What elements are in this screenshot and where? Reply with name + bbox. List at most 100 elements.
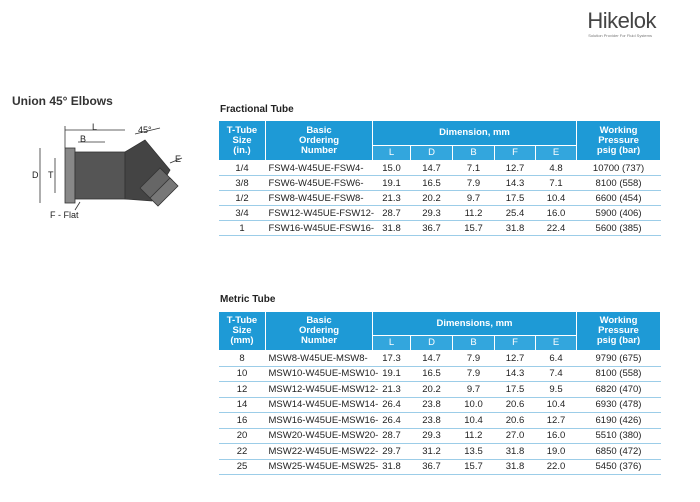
header-cell: Working Pressure psig (bar) <box>576 311 661 351</box>
table-cell: 19.0 <box>535 443 577 460</box>
header-line: psig (bar) <box>596 144 641 156</box>
table-cell: 3/4 <box>218 205 266 221</box>
table-cell: 16.0 <box>535 428 577 444</box>
table-cell: 12 <box>218 381 266 398</box>
header-cell: Working Pressure psig (bar) <box>576 120 662 161</box>
header-line: T-Tube <box>226 315 258 326</box>
header-line: (in.) <box>233 144 251 156</box>
table-cell: MSW10-W45UE-MSW10- <box>265 366 378 382</box>
table-cell: 6600 (454) <box>576 190 661 206</box>
data-row: 25 MSW25-W45UE-MSW25- 31.8 36.7 15.7 31.8 22.0… <box>218 459 661 475</box>
table-cell: 31.8 <box>494 220 536 236</box>
table-cell: 10700 (737) <box>576 160 661 176</box>
table-cell: 27.0 <box>494 428 536 444</box>
dimension-header: F <box>494 145 536 161</box>
table-cell: 25.4 <box>494 205 536 221</box>
table-cell: 16 <box>218 412 266 429</box>
table-cell: 21.3 <box>372 190 411 206</box>
table-cell: FSW6-W45UE-FSW6- <box>265 175 373 191</box>
table-cell: 28.7 <box>372 205 411 221</box>
table-cell: 14.7 <box>410 160 453 176</box>
dimension-header: E <box>535 335 577 351</box>
header-line: Pressure <box>598 134 639 146</box>
table-cell: 5600 (385) <box>576 220 661 236</box>
table-cell: 7.1 <box>452 160 495 176</box>
table-cell: 7.1 <box>535 175 577 191</box>
data-row: 14 MSW14-W45UE-MSW14- 26.4 23.8 10.0 20.6 10.4… <box>218 397 661 413</box>
data-row: 22 MSW22-W45UE-MSW22- 29.7 31.2 13.5 31.8 19.0… <box>218 443 661 460</box>
header-line: psig (bar) <box>596 335 641 346</box>
brand: Hikelok <box>587 8 656 33</box>
header-line: Basic <box>306 124 332 136</box>
table-cell: 31.8 <box>372 220 411 236</box>
header-line: Ordering <box>298 134 340 146</box>
table-cell: 22.4 <box>535 220 577 236</box>
table-cell: 10.4 <box>452 412 495 429</box>
table-cell: 8100 (558) <box>576 366 661 382</box>
header-line: Size <box>232 325 252 336</box>
table-cell: 20 <box>218 428 266 444</box>
dimension-header: F <box>494 335 536 351</box>
header-line: T-Tube <box>226 124 258 136</box>
dimension-header: D <box>410 335 453 351</box>
label-b: B <box>80 134 86 144</box>
table-cell: 23.8 <box>410 397 453 413</box>
label-flat: F - Flat <box>50 210 79 220</box>
table-cell: 31.8 <box>494 443 536 460</box>
table-cell: 5510 (380) <box>576 428 661 444</box>
data-row: 3/8 FSW6-W45UE-FSW6- 19.1 16.5 7.9 14.3 7.1 810… <box>218 175 661 191</box>
data-row: 8 MSW8-W45UE-MSW8- 17.3 14.7 7.9 12.7 6.4 9790 … <box>218 350 661 367</box>
header-cell: Basic Ordering Number <box>265 311 373 351</box>
table-cell: 16.5 <box>410 175 453 191</box>
data-row: 3/4 FSW12-W45UE-FSW12- 28.7 29.3 11.2 25.4 16.… <box>218 205 661 221</box>
table-cell: 31.2 <box>410 443 453 460</box>
table-cell: 12.7 <box>494 160 536 176</box>
table-cell: FSW16-W45UE-FSW16- <box>265 220 374 236</box>
table-cell: 19.1 <box>372 175 411 191</box>
table-cell: 11.2 <box>452 205 495 221</box>
table-title: Fractional Tube <box>220 104 294 115</box>
table-cell: 31.8 <box>372 459 411 475</box>
header-line: Ordering <box>298 325 340 336</box>
table-cell: 15.7 <box>452 220 495 236</box>
table-cell: MSW25-W45UE-MSW25- <box>265 459 378 475</box>
header-line: Number <box>301 335 337 346</box>
table-cell: 12.7 <box>535 412 577 429</box>
header-cell: Dimension, mm <box>371 120 578 146</box>
table-cell: 6820 (470) <box>576 381 661 398</box>
table-cell: 16.5 <box>410 366 453 382</box>
dimension-header: L <box>372 335 411 351</box>
table-cell: 11.2 <box>452 428 495 444</box>
table-cell: 21.3 <box>372 381 411 398</box>
table-cell: 14.7 <box>410 350 453 367</box>
table-cell: 23.8 <box>410 412 453 429</box>
table-cell: 16.0 <box>535 205 577 221</box>
table-cell: FSW12-W45UE-FSW12- <box>265 205 374 221</box>
table-cell: 29.3 <box>410 428 453 444</box>
table-cell: MSW22-W45UE-MSW22- <box>265 443 378 460</box>
table-cell: 14 <box>218 397 266 413</box>
table-cell: FSW4-W45UE-FSW4- <box>265 160 373 176</box>
table-cell: 22.0 <box>535 459 577 475</box>
table-cell: 36.7 <box>410 459 453 475</box>
table-cell: MSW12-W45UE-MSW12- <box>265 381 378 398</box>
data-row: 12 MSW12-W45UE-MSW12- 21.3 20.2 9.7 17.5 9.5 68… <box>218 381 661 398</box>
table-cell: 9790 (675) <box>576 350 661 367</box>
table-cell: 22 <box>218 443 266 460</box>
table-cell: 1 <box>218 220 266 236</box>
table-cell: 12.7 <box>494 350 536 367</box>
table-cell: 10.4 <box>535 190 577 206</box>
table-cell: MSW20-W45UE-MSW20- <box>265 428 378 444</box>
dimension-header: B <box>452 145 495 161</box>
header-cell: T-Tube Size (mm) <box>218 311 266 351</box>
table-cell: 14.3 <box>494 366 536 382</box>
data-row: 20 MSW20-W45UE-MSW20- 28.7 29.3 11.2 27.0 16.0… <box>218 428 661 444</box>
table-cell: 10.4 <box>535 397 577 413</box>
table-cell: MSW16-W45UE-MSW16- <box>265 412 378 429</box>
data-row: 1/4 FSW4-W45UE-FSW4- 15.0 14.7 7.1 12.7 4.8 107… <box>218 160 661 176</box>
table-cell: 20.6 <box>494 412 536 429</box>
table-cell: 29.7 <box>372 443 411 460</box>
table-cell: 26.4 <box>372 412 411 429</box>
table-cell: MSW14-W45UE-MSW14- <box>265 397 378 413</box>
